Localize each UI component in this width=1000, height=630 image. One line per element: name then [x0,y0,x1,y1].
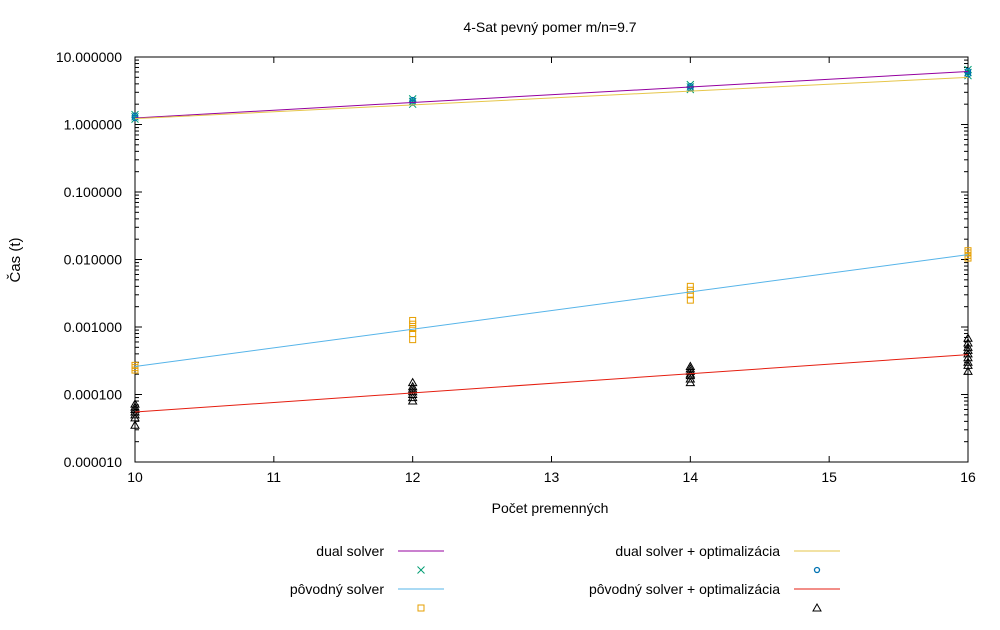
data-point [409,336,417,344]
data-point [131,361,139,369]
x-axis-label: Počet premenných [492,500,609,516]
x-tick-label: 15 [821,469,837,485]
x-tick-label: 12 [405,469,421,485]
data-point [685,366,696,375]
data-point [409,316,417,324]
data-point [409,320,417,328]
x-tick-label: 11 [267,469,282,485]
legend-marker [812,602,822,612]
x-tick-label: 10 [127,469,143,485]
legend-marker [813,566,821,574]
y-tick-label: 0.001000 [64,319,123,335]
data-point [685,361,696,370]
data-point [407,384,418,393]
data-point [686,286,694,294]
fit-line-1 [134,76,969,120]
y-axis-label: Čas (t) [7,237,24,282]
legend-label: pôvodný solver [290,581,385,597]
data-point [407,389,418,398]
data-point [685,363,696,373]
data-point [964,67,972,75]
y-tick-label: 10.000000 [56,49,122,65]
data-point [963,342,973,351]
data-point [130,402,140,411]
data-point [963,333,973,342]
legend: dual solver dual solver + optimalizácia pô… [290,543,840,612]
legend-label: dual solver + optimalizácia [615,543,780,559]
series-3 [130,333,973,429]
data-point [407,386,418,396]
chart-title: 4-Sat pevný pomer m/n=9.7 [463,19,636,35]
fit-line-3 [134,354,969,413]
y-tick-label: 0.010000 [64,252,123,268]
data-point [963,357,973,366]
data-point [686,296,694,304]
data-point [964,247,972,255]
x-tick-label: 13 [544,469,560,485]
data-point [687,82,694,90]
legend-label: dual solver [316,543,384,559]
data-point [130,404,140,413]
plot-frame [134,56,969,463]
y-tick-label: 0.000010 [64,454,123,470]
fit-line-0 [134,70,969,119]
legend-label: pôvodný solver + optimalizácia [589,581,780,597]
data-point [685,370,696,380]
y-tick-label: 0.100000 [64,184,123,200]
data-point [130,420,140,429]
y-tick-label: 0.000100 [64,387,123,403]
data-point [130,399,140,408]
x-tick-label: 14 [683,469,699,485]
x-tick-label: 16 [960,469,976,485]
data-point [964,71,972,78]
y-tick-label: 1.000000 [64,117,123,133]
data-point [963,337,973,347]
fit-line-2 [134,254,969,367]
legend-marker [417,566,425,574]
data-point [963,366,973,375]
data-point [407,377,418,387]
data-point [407,381,418,391]
data-point [686,282,694,290]
plot-area: 10 11 12 13 14 15 16 0.000010 0.000100 0.001000 0.… [56,49,976,485]
data-point [130,409,140,419]
data-point [409,330,417,338]
legend-marker [417,604,425,612]
